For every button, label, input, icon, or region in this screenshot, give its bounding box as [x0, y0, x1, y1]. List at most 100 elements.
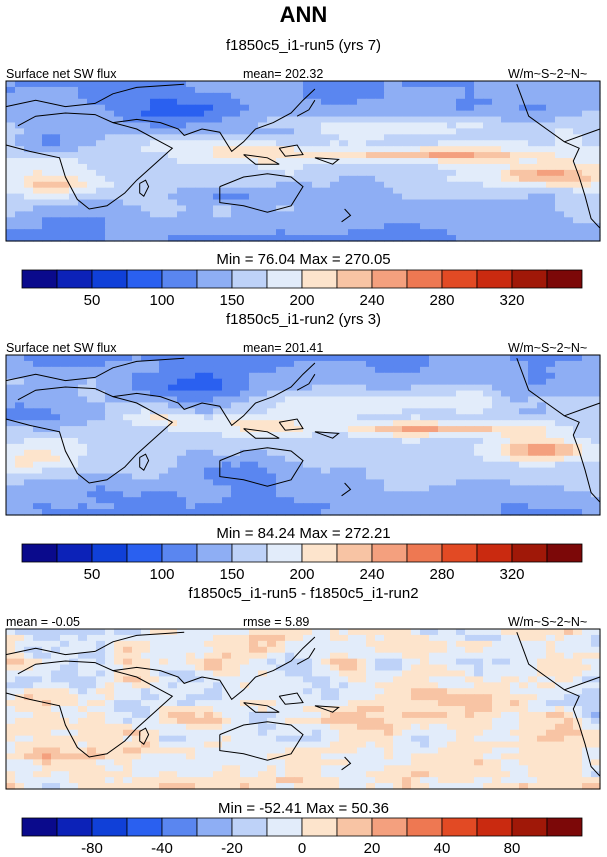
map-cell [537, 372, 547, 380]
map-cell [150, 652, 160, 660]
map-cell [492, 426, 502, 433]
map-cell [222, 169, 232, 177]
map-cell [357, 682, 367, 689]
map-cell [186, 372, 196, 380]
map-cell [438, 408, 448, 415]
map-cell [105, 158, 115, 165]
map-cell [105, 181, 115, 189]
map-cell [402, 169, 412, 177]
map-cell [168, 437, 178, 445]
map-cell [339, 688, 349, 695]
coastline [314, 431, 340, 439]
map-cell [114, 110, 124, 118]
map-cell [33, 629, 43, 636]
map-cell [438, 706, 448, 713]
map-cell [114, 181, 124, 189]
map-cell [465, 217, 475, 224]
map-cell [51, 497, 61, 504]
map-cell [267, 81, 277, 88]
map-cell [78, 437, 88, 445]
map-cell [285, 455, 295, 463]
map-cell [213, 670, 223, 678]
map-cell [411, 205, 421, 212]
map-cell [384, 741, 394, 749]
panel2-units-label: W/m~S~2~N~ [508, 341, 588, 355]
map-cell [96, 193, 106, 201]
map-cell [501, 443, 511, 451]
map-cell [384, 652, 394, 660]
map-cell [114, 92, 124, 100]
map-cell [357, 110, 367, 118]
map-cell [321, 455, 331, 463]
map-cell [519, 652, 529, 660]
map-cell [564, 408, 574, 415]
map-cell [69, 199, 79, 207]
map-cell [411, 146, 421, 153]
map-cell [258, 455, 268, 463]
map-cell [294, 175, 304, 183]
map-cell [483, 640, 493, 648]
map-cell [420, 503, 430, 510]
map-cell [24, 86, 34, 94]
map-cell [6, 193, 16, 201]
map-cell [15, 116, 25, 124]
map-cell [528, 688, 538, 695]
map-cell [420, 229, 430, 236]
map-cell [411, 211, 421, 218]
map-cell [303, 688, 313, 695]
map-cell [303, 658, 313, 666]
map-cell [78, 706, 88, 713]
map-cell [537, 723, 547, 731]
map-cell [474, 485, 484, 492]
map-cell [186, 491, 196, 498]
map-cell [123, 402, 133, 409]
map-cell [240, 509, 250, 516]
map-cell [6, 140, 16, 147]
map-cell [222, 175, 232, 183]
map-cell [519, 384, 529, 392]
map-cell [393, 479, 403, 486]
map-cell [87, 629, 97, 636]
map-cell [249, 187, 259, 195]
map-cell [159, 81, 169, 88]
map-cell [420, 134, 430, 141]
map-cell [213, 652, 223, 660]
map-cell [519, 509, 529, 516]
map-cell [519, 694, 529, 701]
map-cell [24, 181, 34, 189]
map-cell [438, 122, 448, 130]
map-cell [447, 384, 457, 392]
map-cell [510, 688, 520, 695]
map-cell [321, 646, 331, 654]
map-cell [96, 217, 106, 224]
map-cell [420, 694, 430, 701]
map-cell [312, 485, 322, 492]
map-cell [366, 134, 376, 141]
map-cell [33, 729, 43, 737]
map-cell [537, 211, 547, 218]
map-cell [366, 688, 376, 695]
map-cell [438, 497, 448, 504]
colorbar-swatch [511, 543, 548, 563]
map-cell [87, 747, 97, 755]
map-cell [42, 211, 52, 218]
map-cell [186, 223, 196, 230]
map-cell [546, 414, 556, 421]
map-cell [573, 163, 583, 171]
map-cell [411, 175, 421, 183]
map-cell [42, 503, 52, 510]
map-cell [447, 366, 457, 374]
map-cell [582, 706, 592, 713]
map-cell [204, 355, 214, 362]
map-cell [114, 205, 124, 212]
map-cell [591, 741, 601, 749]
map-cell [132, 378, 142, 386]
map-cell [402, 163, 412, 171]
map-cell [402, 355, 412, 362]
map-cell [483, 122, 493, 130]
map-cell [420, 432, 430, 439]
map-cell [42, 723, 52, 731]
map-cell [186, 396, 196, 404]
map-cell [510, 509, 520, 516]
map-cell [312, 193, 322, 201]
